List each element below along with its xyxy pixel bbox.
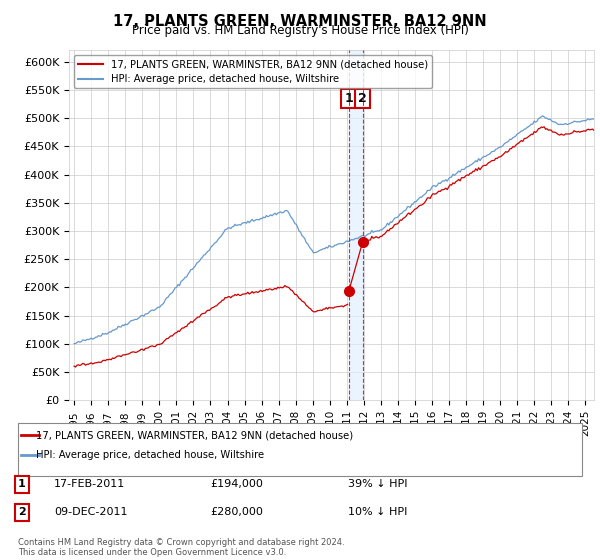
Text: 1: 1 [18,479,26,489]
Text: 17-FEB-2011: 17-FEB-2011 [54,479,125,489]
Text: Price paid vs. HM Land Registry's House Price Index (HPI): Price paid vs. HM Land Registry's House … [131,24,469,37]
Text: 17, PLANTS GREEN, WARMINSTER, BA12 9NN: 17, PLANTS GREEN, WARMINSTER, BA12 9NN [113,14,487,29]
Text: Contains HM Land Registry data © Crown copyright and database right 2024.
This d: Contains HM Land Registry data © Crown c… [18,538,344,557]
Text: £280,000: £280,000 [210,507,263,517]
Text: £194,000: £194,000 [210,479,263,489]
Text: 09-DEC-2011: 09-DEC-2011 [54,507,128,517]
Text: 39% ↓ HPI: 39% ↓ HPI [348,479,407,489]
Text: 1: 1 [344,92,353,105]
Text: 10% ↓ HPI: 10% ↓ HPI [348,507,407,517]
Bar [349,50,362,400]
Text: 17, PLANTS GREEN, WARMINSTER, BA12 9NN (detached house): 17, PLANTS GREEN, WARMINSTER, BA12 9NN (… [36,430,353,440]
Legend: 17, PLANTS GREEN, WARMINSTER, BA12 9NN (detached house), HPI: Average price, det: 17, PLANTS GREEN, WARMINSTER, BA12 9NN (… [74,55,432,88]
Text: 2: 2 [18,507,26,517]
Text: 2: 2 [358,92,367,105]
Text: HPI: Average price, detached house, Wiltshire: HPI: Average price, detached house, Wilt… [36,450,264,460]
